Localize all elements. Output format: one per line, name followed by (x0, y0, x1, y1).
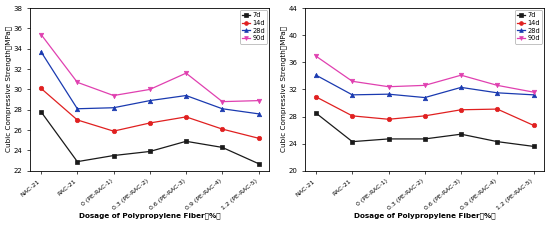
Line: 7d: 7d (39, 110, 261, 166)
7d (255, 162, 262, 165)
X-axis label: Dosage of Polypropylene Fiber（%）: Dosage of Polypropylene Fiber（%） (354, 213, 496, 219)
90d (421, 84, 428, 87)
28d (38, 50, 45, 53)
Line: 28d: 28d (314, 73, 536, 100)
7d (146, 150, 153, 153)
7d (38, 110, 45, 113)
14d (110, 130, 117, 132)
14d (530, 124, 537, 127)
Y-axis label: Cubic Compressive Strength（MPa）: Cubic Compressive Strength（MPa） (280, 26, 287, 152)
14d (219, 128, 225, 131)
28d (385, 93, 392, 96)
14d (458, 108, 464, 111)
Line: 90d: 90d (314, 54, 536, 94)
90d (38, 33, 45, 36)
14d (385, 118, 392, 121)
90d (458, 74, 464, 77)
Line: 7d: 7d (314, 111, 536, 149)
28d (74, 107, 81, 110)
Line: 28d: 28d (39, 50, 261, 116)
14d (183, 115, 189, 118)
14d (74, 119, 81, 122)
14d (255, 137, 262, 140)
7d (183, 140, 189, 143)
90d (219, 100, 225, 103)
7d (110, 154, 117, 157)
7d (494, 140, 501, 143)
28d (255, 112, 262, 115)
90d (255, 99, 262, 102)
14d (349, 114, 356, 117)
90d (146, 88, 153, 91)
Legend: 7d, 14d, 28d, 90d: 7d, 14d, 28d, 90d (240, 10, 267, 44)
90d (74, 81, 81, 84)
X-axis label: Dosage of Polypropylene Fiber（%）: Dosage of Polypropylene Fiber（%） (79, 213, 221, 219)
28d (313, 74, 320, 77)
Line: 90d: 90d (39, 32, 261, 104)
14d (38, 87, 45, 90)
7d (74, 160, 81, 163)
7d (219, 146, 225, 149)
90d (385, 85, 392, 88)
90d (183, 72, 189, 75)
Y-axis label: Cubic Compressive Strength（MPa）: Cubic Compressive Strength（MPa） (6, 26, 12, 152)
14d (146, 122, 153, 124)
28d (349, 93, 356, 96)
14d (494, 108, 501, 111)
28d (219, 107, 225, 110)
7d (530, 145, 537, 148)
Line: 14d: 14d (39, 86, 261, 141)
90d (313, 55, 320, 58)
7d (421, 137, 428, 140)
Legend: 7d, 14d, 28d, 90d: 7d, 14d, 28d, 90d (515, 10, 542, 44)
28d (183, 94, 189, 97)
14d (421, 114, 428, 117)
90d (530, 91, 537, 94)
7d (385, 137, 392, 140)
28d (110, 106, 117, 109)
7d (458, 133, 464, 136)
Line: 14d: 14d (314, 95, 536, 128)
28d (146, 99, 153, 102)
7d (349, 140, 356, 143)
28d (494, 91, 501, 94)
90d (349, 80, 356, 83)
7d (313, 112, 320, 115)
90d (494, 84, 501, 87)
14d (313, 95, 320, 98)
90d (110, 94, 117, 97)
28d (421, 96, 428, 99)
28d (458, 86, 464, 89)
28d (530, 93, 537, 96)
